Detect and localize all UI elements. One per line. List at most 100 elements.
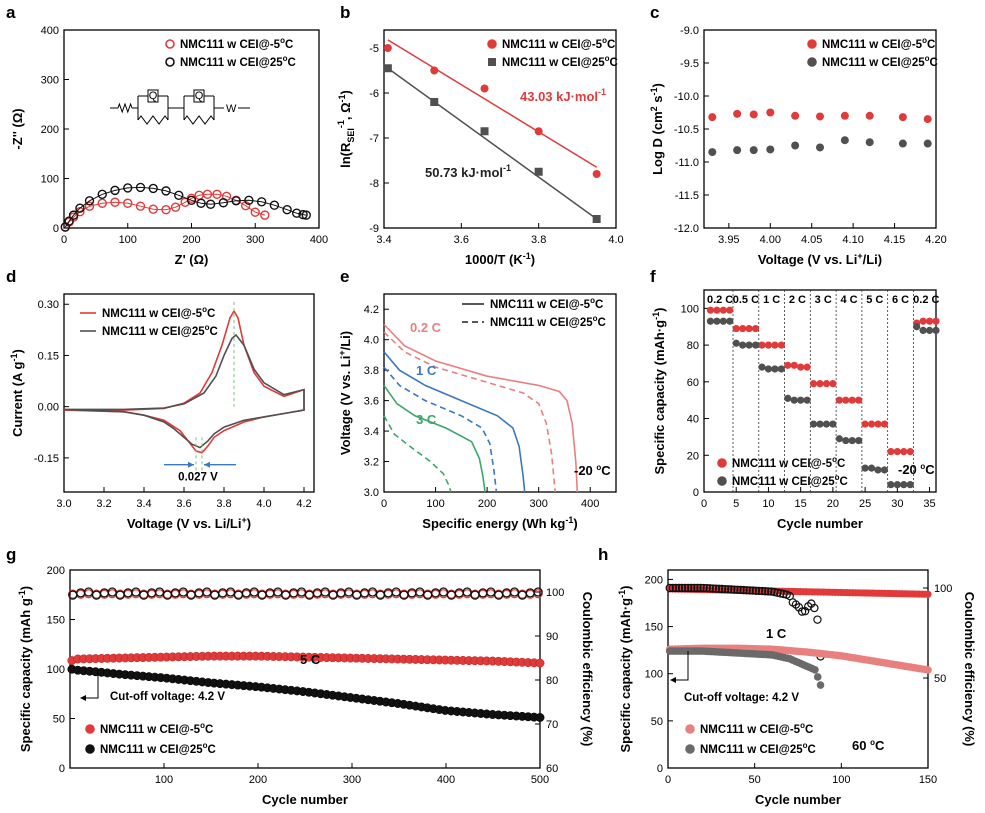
discharge-curve <box>383 323 579 493</box>
data-point <box>534 167 543 176</box>
data-point <box>880 466 889 474</box>
x-tick-label: 200 <box>249 774 267 786</box>
y2-tick-label: 60 <box>546 763 558 775</box>
y-tick-label: 0 <box>693 487 699 499</box>
data-point <box>925 326 934 334</box>
capacity-point <box>816 681 825 689</box>
ce-point <box>742 586 751 595</box>
ce-point <box>178 587 188 597</box>
cutoff-label: Cut-off voltage: 4.2 V <box>684 692 799 704</box>
data-point <box>816 420 824 428</box>
cpe-label: Q <box>149 90 158 102</box>
data-point <box>898 113 907 122</box>
x-tick-label: 100 <box>832 774 850 786</box>
ce-point <box>683 583 693 593</box>
data-point <box>161 204 171 215</box>
rate-segment-label: 6 C <box>892 294 909 306</box>
x-tick-label: 100 <box>426 498 444 510</box>
data-point <box>733 109 742 118</box>
y-tick-label: 0 <box>657 763 663 775</box>
data-point <box>383 64 392 73</box>
ce-point <box>705 584 714 593</box>
data-point <box>135 182 146 193</box>
fit-line <box>387 39 598 168</box>
y-axis-label: Specific capacity (mAh·g-1) <box>617 586 633 753</box>
temperature-label: -20 oC <box>898 462 935 477</box>
y-tick-label: 4.0 <box>364 335 379 347</box>
x-tick-label: 300 <box>246 234 264 246</box>
label-part: /Li) <box>338 331 353 351</box>
data-point <box>713 306 721 314</box>
discharge-curve <box>383 331 556 493</box>
x-tick-label: 400 <box>581 498 599 510</box>
legend-label: NMC111 w CEI@-5oC <box>490 296 603 311</box>
label-part: ) <box>650 83 665 87</box>
x-tick-label: 3.2 <box>96 498 111 510</box>
y-tick-label: 50 <box>651 716 663 728</box>
legend-label: NMC111 w CEI@25oC <box>502 54 618 69</box>
pointer-line <box>672 651 689 681</box>
y-tick-label: -9.5 <box>680 58 699 70</box>
data-point <box>751 341 760 349</box>
plot-frame <box>383 293 617 493</box>
data-point <box>925 317 934 325</box>
legend-label: NMC111 w CEI@25oC <box>102 323 218 338</box>
label-part: /Li) <box>863 252 883 267</box>
y-tick-label: -7 <box>369 133 379 145</box>
ce-point <box>751 586 761 595</box>
x-axis-label: Z' (Ω) <box>175 252 209 267</box>
x-tick-label: 300 <box>343 774 361 786</box>
ce-point <box>677 583 687 593</box>
data-point <box>97 198 107 208</box>
ce-point <box>708 584 718 593</box>
y-axis-label: -Z'' (Ω) <box>10 108 25 149</box>
ce-point <box>131 587 141 597</box>
data-point <box>480 127 489 136</box>
data-point <box>887 481 895 489</box>
data-point <box>919 317 927 325</box>
data-point <box>758 363 766 371</box>
data-point <box>923 139 932 148</box>
data-point <box>880 420 889 428</box>
arrow-head <box>188 461 194 468</box>
x-tick-label: 3.4 <box>376 234 391 246</box>
x-tick-label: 20 <box>827 498 839 510</box>
label-part: -Z'' (Ω) <box>10 108 25 149</box>
data-point <box>123 198 133 208</box>
ce-point <box>680 583 690 593</box>
y2-tick-label: 80 <box>546 675 558 687</box>
x-axis-label: Voltage (V vs. Li/Li+) <box>127 515 251 531</box>
data-point <box>923 115 932 124</box>
panel-d: d 3.0 3.2 3.4 3.6 3.8 4.0 4.2 -0.15 0.00 0.15 0.30 V… <box>6 267 315 531</box>
ce-point <box>671 583 681 593</box>
x-tick-label: 3.6 <box>454 234 469 246</box>
ce-point <box>764 587 773 596</box>
legend-label: NMC111 w CEI@-5oC <box>502 36 615 51</box>
data-point <box>291 208 302 218</box>
ce-point <box>699 583 708 593</box>
ce-point <box>754 586 764 596</box>
x-tick-label: 0 <box>381 498 387 510</box>
data-point <box>906 448 914 456</box>
panel-a: a 0 100 200 300 400 0 100 200 300 400 Z' (Ω) -Z'' (Ω… <box>6 3 328 267</box>
label-part: ) <box>573 516 577 531</box>
ce-point <box>696 583 705 593</box>
y-tick-label: 60 <box>687 377 699 389</box>
ce-point <box>674 583 684 593</box>
data-point <box>809 380 818 388</box>
ce-point <box>730 585 739 594</box>
data-point <box>771 365 779 373</box>
data-point <box>732 339 740 347</box>
ce-point <box>760 587 770 596</box>
ce-point <box>249 587 259 597</box>
x-axis-label: Specific energy (Wh kg-1) <box>422 515 577 531</box>
label-part: ln(R <box>338 142 353 168</box>
legend-marker <box>85 744 95 754</box>
ce-point <box>533 587 543 597</box>
data-point <box>913 323 921 331</box>
data-point <box>855 436 863 445</box>
y-tick-label: 20 <box>687 450 699 462</box>
data-point <box>110 185 120 196</box>
y2-axis-label: Coulombic efficiency (%) <box>962 592 977 747</box>
